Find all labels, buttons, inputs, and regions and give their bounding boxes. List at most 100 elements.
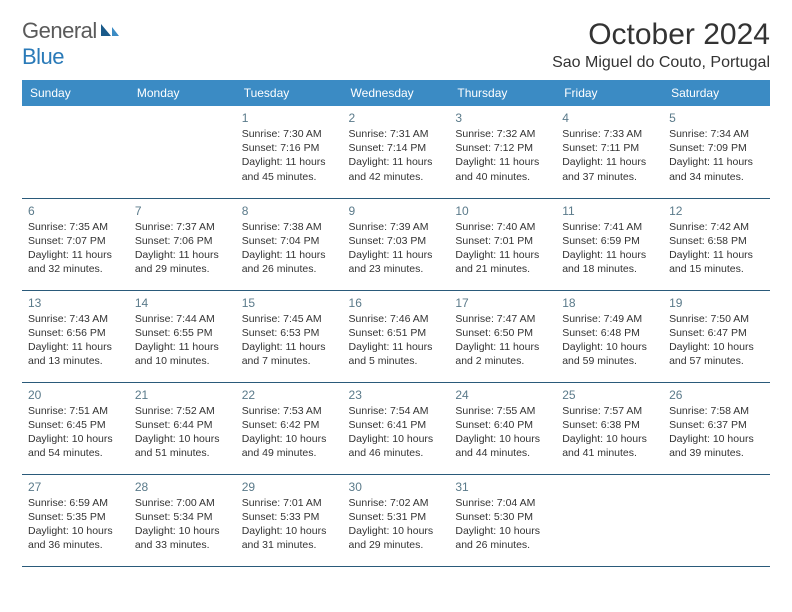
calendar-day-cell: 6 Sunrise: 7:35 AMSunset: 7:07 PMDaylight… [22,198,129,290]
day-number: 7 [135,204,230,218]
day-info: Sunrise: 7:02 AMSunset: 5:31 PMDaylight:… [349,496,444,553]
day-info: Sunrise: 7:41 AMSunset: 6:59 PMDaylight:… [562,220,657,277]
calendar-day-cell: 8 Sunrise: 7:38 AMSunset: 7:04 PMDaylight… [236,198,343,290]
day-info: Sunrise: 7:49 AMSunset: 6:48 PMDaylight:… [562,312,657,369]
day-info: Sunrise: 7:58 AMSunset: 6:37 PMDaylight:… [669,404,764,461]
calendar-day-cell: 28 Sunrise: 7:00 AMSunset: 5:34 PMDayligh… [129,474,236,566]
day-number: 20 [28,388,123,402]
day-info: Sunrise: 7:37 AMSunset: 7:06 PMDaylight:… [135,220,230,277]
calendar-empty-cell [556,474,663,566]
day-number: 22 [242,388,337,402]
calendar-day-cell: 23Sunrise: 7:54 AMSunset: 6:41 PMDayligh… [343,382,450,474]
day-number: 29 [242,480,337,494]
day-number: 30 [349,480,444,494]
logo: General Blue [22,18,119,70]
calendar-day-cell: 27 Sunrise: 6:59 AMSunset: 5:35 PMDayligh… [22,474,129,566]
day-info: Sunrise: 7:43 AMSunset: 6:56 PMDaylight:… [28,312,123,369]
weekday-header-row: SundayMondayTuesdayWednesdayThursdayFrid… [22,80,770,106]
calendar-day-cell: 1 Sunrise: 7:30 AMSunset: 7:16 PMDaylight… [236,106,343,198]
calendar-day-cell: 18 Sunrise: 7:49 AMSunset: 6:48 PMDayligh… [556,290,663,382]
calendar-day-cell: 26 Sunrise: 7:58 AMSunset: 6:37 PMDayligh… [663,382,770,474]
calendar-day-cell: 3 Sunrise: 7:32 AMSunset: 7:12 PMDaylight… [449,106,556,198]
day-info: Sunrise: 7:45 AMSunset: 6:53 PMDaylight:… [242,312,337,369]
day-info: Sunrise: 7:00 AMSunset: 5:34 PMDaylight:… [135,496,230,553]
day-info: Sunrise: 7:32 AMSunset: 7:12 PMDaylight:… [455,127,550,184]
day-info: Sunrise: 7:46 AMSunset: 6:51 PMDaylight:… [349,312,444,369]
calendar-day-cell: 10Sunrise: 7:40 AMSunset: 7:01 PMDayligh… [449,198,556,290]
calendar-day-cell: 25 Sunrise: 7:57 AMSunset: 6:38 PMDayligh… [556,382,663,474]
calendar-day-cell: 19 Sunrise: 7:50 AMSunset: 6:47 PMDayligh… [663,290,770,382]
calendar-day-cell: 29 Sunrise: 7:01 AMSunset: 5:33 PMDayligh… [236,474,343,566]
day-info: Sunrise: 7:52 AMSunset: 6:44 PMDaylight:… [135,404,230,461]
weekday-header: Saturday [663,80,770,106]
day-number: 3 [455,111,550,125]
calendar-empty-cell [129,106,236,198]
location: Sao Miguel do Couto, Portugal [552,54,770,72]
day-info: Sunrise: 7:01 AMSunset: 5:33 PMDaylight:… [242,496,337,553]
calendar-empty-cell [663,474,770,566]
calendar-week-row: 20 Sunrise: 7:51 AMSunset: 6:45 PMDayligh… [22,382,770,474]
calendar-day-cell: 24 Sunrise: 7:55 AMSunset: 6:40 PMDayligh… [449,382,556,474]
day-number: 5 [669,111,764,125]
weekday-header: Thursday [449,80,556,106]
calendar-day-cell: 11Sunrise: 7:41 AMSunset: 6:59 PMDayligh… [556,198,663,290]
weekday-header: Tuesday [236,80,343,106]
weekday-header: Friday [556,80,663,106]
calendar-week-row: 1 Sunrise: 7:30 AMSunset: 7:16 PMDaylight… [22,106,770,198]
logo-text-general: General [22,18,97,43]
calendar-day-cell: 20 Sunrise: 7:51 AMSunset: 6:45 PMDayligh… [22,382,129,474]
weekday-header: Wednesday [343,80,450,106]
day-number: 15 [242,296,337,310]
day-info: Sunrise: 7:33 AMSunset: 7:11 PMDaylight:… [562,127,657,184]
calendar-day-cell: 2Sunrise: 7:31 AMSunset: 7:14 PMDaylight… [343,106,450,198]
logo-sail-icon [99,18,119,44]
day-number: 28 [135,480,230,494]
day-info: Sunrise: 7:54 AMSunset: 6:41 PMDaylight:… [349,404,444,461]
calendar-day-cell: 12 Sunrise: 7:42 AMSunset: 6:58 PMDayligh… [663,198,770,290]
day-number: 21 [135,388,230,402]
calendar-week-row: 13 Sunrise: 7:43 AMSunset: 6:56 PMDayligh… [22,290,770,382]
calendar-day-cell: 13 Sunrise: 7:43 AMSunset: 6:56 PMDayligh… [22,290,129,382]
calendar-day-cell: 14Sunrise: 7:44 AMSunset: 6:55 PMDayligh… [129,290,236,382]
calendar-week-row: 6 Sunrise: 7:35 AMSunset: 7:07 PMDaylight… [22,198,770,290]
title-block: October 2024 Sao Miguel do Couto, Portug… [552,18,770,72]
day-number: 1 [242,111,337,125]
calendar-day-cell: 16Sunrise: 7:46 AMSunset: 6:51 PMDayligh… [343,290,450,382]
calendar-empty-cell [22,106,129,198]
calendar-day-cell: 22Sunrise: 7:53 AMSunset: 6:42 PMDayligh… [236,382,343,474]
day-info: Sunrise: 7:55 AMSunset: 6:40 PMDaylight:… [455,404,550,461]
day-info: Sunrise: 7:35 AMSunset: 7:07 PMDaylight:… [28,220,123,277]
day-number: 14 [135,296,230,310]
day-number: 27 [28,480,123,494]
calendar-day-cell: 9 Sunrise: 7:39 AMSunset: 7:03 PMDaylight… [343,198,450,290]
calendar-day-cell: 30 Sunrise: 7:02 AMSunset: 5:31 PMDayligh… [343,474,450,566]
calendar-week-row: 27 Sunrise: 6:59 AMSunset: 5:35 PMDayligh… [22,474,770,566]
day-info: Sunrise: 7:31 AMSunset: 7:14 PMDaylight:… [349,127,444,184]
day-number: 26 [669,388,764,402]
calendar-day-cell: 4Sunrise: 7:33 AMSunset: 7:11 PMDaylight… [556,106,663,198]
day-number: 10 [455,204,550,218]
day-info: Sunrise: 6:59 AMSunset: 5:35 PMDaylight:… [28,496,123,553]
day-number: 17 [455,296,550,310]
calendar-day-cell: 5Sunrise: 7:34 AMSunset: 7:09 PMDaylight… [663,106,770,198]
day-number: 8 [242,204,337,218]
day-number: 9 [349,204,444,218]
day-number: 13 [28,296,123,310]
day-number: 24 [455,388,550,402]
day-info: Sunrise: 7:30 AMSunset: 7:16 PMDaylight:… [242,127,337,184]
day-info: Sunrise: 7:42 AMSunset: 6:58 PMDaylight:… [669,220,764,277]
day-info: Sunrise: 7:39 AMSunset: 7:03 PMDaylight:… [349,220,444,277]
day-number: 18 [562,296,657,310]
day-info: Sunrise: 7:51 AMSunset: 6:45 PMDaylight:… [28,404,123,461]
day-number: 31 [455,480,550,494]
weekday-header: Monday [129,80,236,106]
day-info: Sunrise: 7:50 AMSunset: 6:47 PMDaylight:… [669,312,764,369]
day-info: Sunrise: 7:57 AMSunset: 6:38 PMDaylight:… [562,404,657,461]
calendar-day-cell: 31Sunrise: 7:04 AMSunset: 5:30 PMDayligh… [449,474,556,566]
calendar-day-cell: 17Sunrise: 7:47 AMSunset: 6:50 PMDayligh… [449,290,556,382]
day-number: 19 [669,296,764,310]
day-number: 12 [669,204,764,218]
day-number: 6 [28,204,123,218]
day-number: 25 [562,388,657,402]
day-info: Sunrise: 7:38 AMSunset: 7:04 PMDaylight:… [242,220,337,277]
